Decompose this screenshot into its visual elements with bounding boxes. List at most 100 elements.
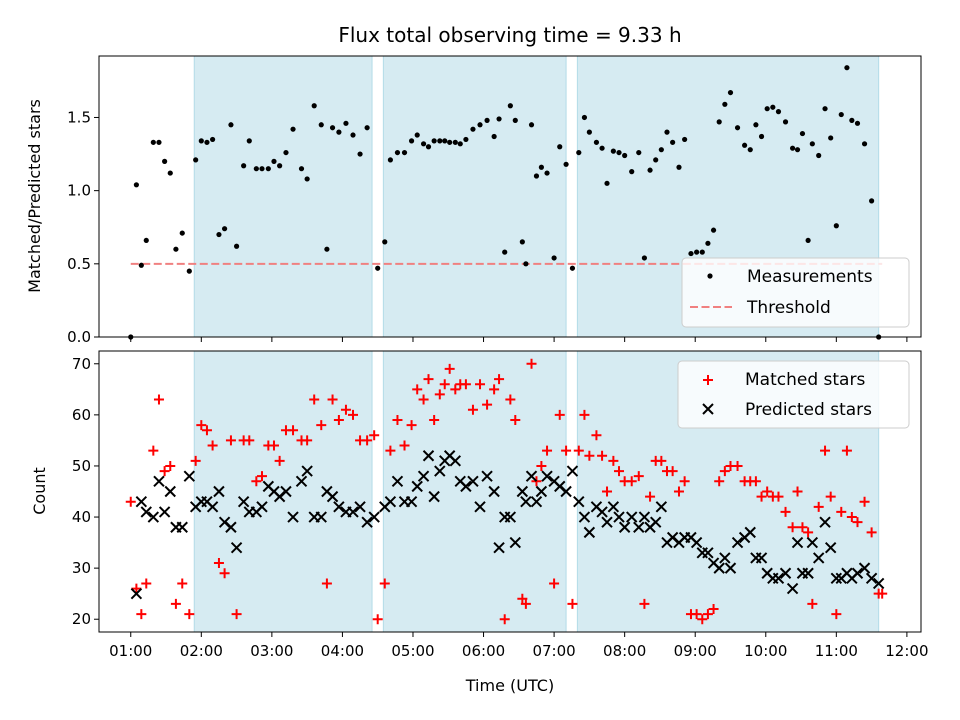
predicted-star-point (851, 567, 864, 579)
predicted-star-point (713, 562, 725, 574)
shaded-interval (193, 350, 373, 633)
matched-star-point (196, 420, 207, 431)
matched-star-point (542, 445, 553, 456)
matched-star-point (517, 593, 528, 604)
shaded-interval (193, 55, 373, 338)
predicted-star-point (607, 501, 620, 513)
matched-star-point (702, 609, 713, 620)
measurement-point (241, 163, 247, 169)
axes-frame (98, 350, 922, 633)
matched-star-point (536, 460, 547, 471)
matched-star-point (244, 435, 255, 446)
measurement-point (463, 136, 469, 143)
predicted-star-point (779, 567, 792, 579)
measurement-point (809, 141, 815, 147)
measurement-point (387, 157, 394, 163)
y-tick-label: 70 (72, 355, 91, 373)
matched-star-point (667, 466, 678, 477)
predicted-star-point (481, 470, 493, 482)
matched-star-point (429, 414, 440, 425)
matched-star-point (125, 496, 136, 507)
measurement-point (491, 133, 497, 140)
measurement-point (753, 122, 759, 128)
matched-star-point (531, 476, 542, 487)
matched-star-point (505, 394, 516, 405)
matched-star-point (141, 578, 152, 589)
legend-label-predicted: Predicted stars (745, 400, 872, 420)
matched-star-point (460, 379, 471, 390)
predicted-star-point (772, 572, 785, 585)
measurement-point (710, 227, 717, 233)
matched-star-point (626, 476, 637, 487)
measurement-point (805, 237, 811, 244)
measurement-point (477, 122, 483, 128)
legend-box (681, 257, 910, 328)
measurement-point (764, 106, 770, 112)
predicted-star-point (525, 470, 538, 482)
predicted-star-point (786, 582, 799, 595)
measurement-point (604, 180, 610, 186)
matched-star-point (561, 445, 572, 456)
measurement-point (822, 106, 828, 112)
measurement-point (699, 249, 705, 255)
predicted-star-point (872, 577, 885, 590)
measurement-point (528, 122, 535, 128)
matched-star-point (333, 414, 344, 425)
predicted-star-point (791, 536, 804, 549)
predicted-star-point (256, 501, 268, 513)
predicted-star-point (326, 490, 339, 503)
matched-star-point (412, 384, 423, 395)
predicted-star-point (802, 567, 814, 579)
x-tick-label: 06:00 (462, 642, 505, 660)
measurement-point (311, 103, 317, 109)
measurement-point (382, 239, 388, 245)
measurement-point (179, 230, 185, 236)
matched-star-point (321, 578, 332, 589)
predicted-star-point (347, 506, 359, 518)
matched-star-point (184, 609, 195, 620)
matched-star-point (762, 486, 773, 497)
matched-star-point (831, 609, 842, 620)
matched-star-point (131, 583, 142, 594)
matched-star-point (418, 394, 429, 405)
predicted-star-point (230, 541, 243, 554)
matched-star-point (256, 471, 267, 482)
predicted-star-point (206, 501, 219, 513)
measurement-point (593, 139, 600, 145)
predicted-star-point (535, 485, 548, 498)
measurement-point (246, 138, 252, 144)
matched-star-point (274, 455, 285, 466)
matched-star-point (475, 379, 486, 390)
matched-star-point (756, 491, 767, 502)
legend: Measurements Threshold (681, 257, 910, 328)
measurement-point (722, 101, 728, 107)
measurement-point (204, 139, 210, 145)
measurement-point (622, 152, 628, 159)
matched-star-point (679, 476, 690, 487)
measurement-point (394, 149, 401, 156)
measurement-point (676, 164, 682, 170)
matched-star-point (327, 394, 338, 405)
predicted-star-point (530, 496, 543, 508)
measurement-point (484, 117, 490, 123)
matched-star-point (792, 486, 803, 497)
measurement-point (716, 119, 722, 125)
measurement-point (551, 255, 557, 261)
matched-star-point (813, 501, 824, 512)
measurement-point (854, 120, 861, 126)
matched-star-point (803, 527, 814, 538)
matched-star-point (170, 598, 181, 609)
measurement-point (186, 268, 192, 274)
measurement-point (563, 161, 569, 167)
matched-star-point (439, 379, 450, 390)
measurement-point (216, 231, 222, 238)
matched-star-point (691, 609, 702, 620)
measurement-point (610, 148, 616, 154)
predicted-star-point (225, 521, 237, 533)
measurement-point (431, 138, 437, 144)
matched-star-point (450, 384, 461, 395)
legend-label-threshold: Threshold (746, 298, 831, 318)
matched-star-point (467, 404, 478, 415)
measurement-point (629, 169, 635, 175)
matched-star-point (372, 614, 383, 625)
